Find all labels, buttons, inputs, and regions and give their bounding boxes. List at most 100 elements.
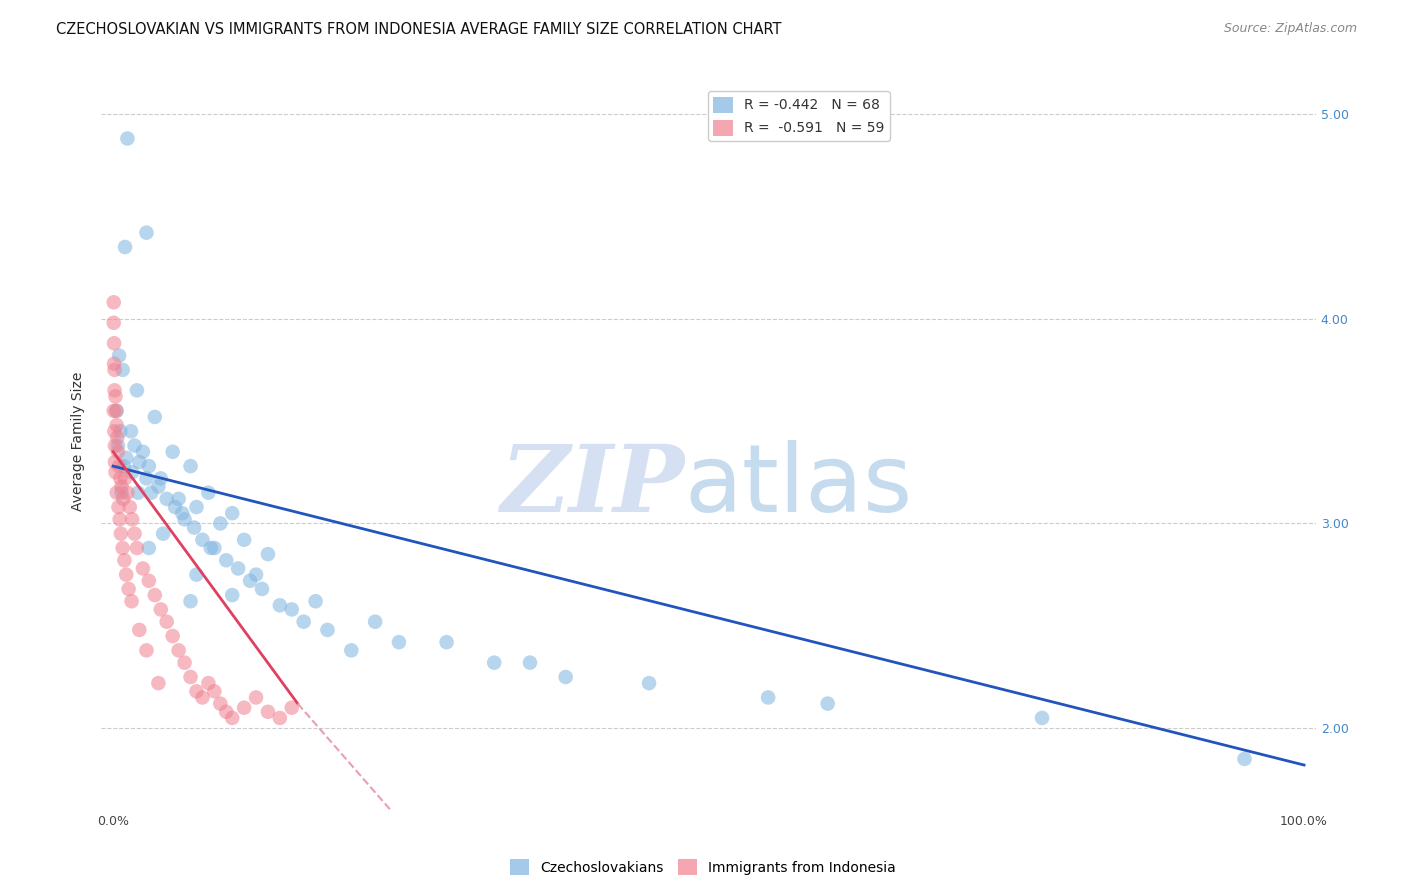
Point (388, 635, 411, 649)
Point (233, 533, 256, 547)
Point (124, 439, 146, 453)
Point (281, 700, 304, 714)
Point (226, 561, 249, 575)
Point (245, 690, 267, 705)
Point (125, 541, 148, 555)
Point (156, 491, 179, 506)
Point (149, 471, 172, 485)
Point (107, 444, 129, 458)
Point (108, 512, 131, 526)
Point (202, 541, 225, 555)
Point (117, 131, 139, 145)
Point (191, 533, 214, 547)
Point (114, 471, 136, 485)
Point (316, 623, 339, 637)
Point (103, 357, 125, 371)
Point (125, 384, 148, 398)
Point (180, 459, 202, 474)
Point (191, 690, 214, 705)
Point (186, 500, 208, 514)
Point (221, 506, 243, 520)
Point (148, 479, 170, 493)
Point (103, 384, 125, 398)
Point (167, 643, 190, 657)
Legend: Czechoslovakians, Immigrants from Indonesia: Czechoslovakians, Immigrants from Indone… (505, 854, 901, 880)
Point (124, 526, 146, 541)
Point (112, 491, 135, 506)
Point (209, 697, 232, 711)
Point (138, 541, 160, 555)
Point (103, 425, 125, 439)
Point (107, 439, 129, 453)
Point (135, 471, 157, 485)
Point (149, 602, 172, 616)
Point (135, 226, 157, 240)
Point (197, 676, 219, 690)
Text: atlas: atlas (685, 440, 912, 532)
Point (103, 363, 125, 377)
Point (304, 594, 326, 608)
Point (111, 541, 134, 555)
Point (209, 516, 232, 531)
Point (215, 705, 238, 719)
Point (156, 615, 179, 629)
Point (105, 404, 128, 418)
Point (128, 623, 150, 637)
Point (257, 547, 280, 561)
Legend: R = -0.442   N = 68, R =  -0.591   N = 59: R = -0.442 N = 68, R = -0.591 N = 59 (707, 91, 890, 141)
Point (112, 459, 135, 474)
Point (138, 459, 160, 474)
Point (245, 567, 267, 582)
Point (269, 599, 291, 613)
Point (110, 485, 132, 500)
Point (1031, 711, 1053, 725)
Text: CZECHOSLOVAKIAN VS IMMIGRANTS FROM INDONESIA AVERAGE FAMILY SIZE CORRELATION CHA: CZECHOSLOVAKIAN VS IMMIGRANTS FROM INDON… (56, 22, 782, 37)
Point (110, 526, 132, 541)
Point (233, 700, 256, 714)
Point (167, 491, 190, 506)
Point (173, 512, 195, 526)
Point (103, 295, 125, 310)
Point (141, 485, 163, 500)
Point (180, 594, 202, 608)
Point (162, 444, 184, 458)
Point (110, 479, 132, 493)
Point (114, 553, 136, 567)
Point (519, 656, 541, 670)
Point (292, 615, 315, 629)
Point (257, 705, 280, 719)
Point (148, 676, 170, 690)
Point (186, 684, 208, 698)
Point (105, 418, 128, 433)
Point (105, 485, 128, 500)
Point (104, 439, 127, 453)
Point (221, 711, 243, 725)
Point (132, 444, 155, 458)
Point (239, 574, 262, 588)
Point (103, 336, 125, 351)
Point (186, 567, 208, 582)
Point (152, 526, 174, 541)
Text: Source: ZipAtlas.com: Source: ZipAtlas.com (1223, 22, 1357, 36)
Point (200, 541, 222, 555)
Point (104, 465, 127, 479)
Point (110, 471, 132, 485)
Point (121, 594, 143, 608)
Point (127, 485, 149, 500)
Point (221, 588, 243, 602)
Point (138, 574, 160, 588)
Point (104, 455, 127, 469)
Point (180, 670, 202, 684)
Point (215, 553, 238, 567)
Point (104, 389, 127, 403)
Point (107, 500, 129, 514)
Point (172, 506, 194, 520)
Point (173, 656, 195, 670)
Point (165, 500, 187, 514)
Y-axis label: Average Family Size: Average Family Size (72, 372, 86, 511)
Point (132, 561, 155, 575)
Point (340, 643, 363, 657)
Point (281, 602, 304, 616)
Point (117, 485, 139, 500)
Point (120, 425, 142, 439)
